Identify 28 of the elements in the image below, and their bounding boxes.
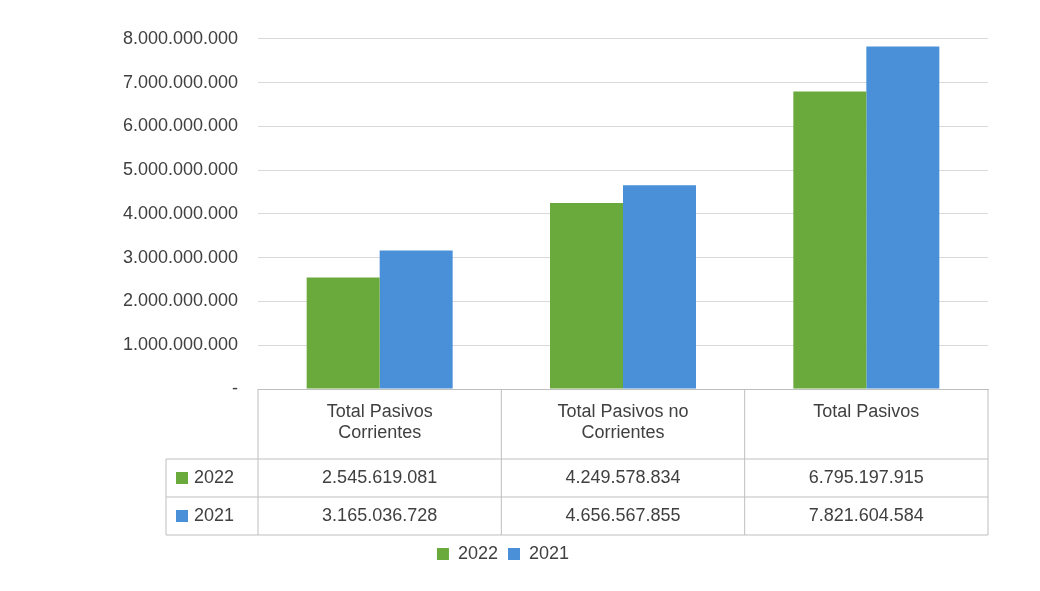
y-tick-label: 8.000.000.000	[122, 27, 238, 48]
y-tick-label: -	[232, 377, 238, 398]
text: 2022	[457, 542, 498, 563]
bar	[379, 250, 453, 389]
text: 2021	[194, 504, 235, 525]
y-tick-label: 6.000.000.000	[122, 115, 238, 136]
bar	[793, 91, 867, 389]
x-tick-label: Total Pasivos	[813, 400, 920, 421]
data-label: 4.249.578.834	[565, 466, 681, 487]
data-label: 4.656.567.855	[565, 504, 681, 525]
x-tick-label: Total Pasivos no Corrientes	[557, 400, 689, 443]
data-label: 3.165.036.728	[322, 504, 438, 525]
y-tick-label: 4.000.000.000	[122, 202, 238, 223]
legend-label: 2021	[529, 542, 570, 563]
bar	[866, 46, 940, 389]
bar	[623, 185, 696, 389]
data-label: 6.795.197.915	[808, 466, 924, 487]
y-tick-label: 2.000.000.000	[122, 290, 238, 311]
x-tick-label: Total Pasivos Corrientes	[326, 400, 433, 443]
bar	[306, 277, 380, 389]
y-tick-label: 5.000.000.000	[122, 159, 238, 180]
y-tick-label: 1.000.000.000	[122, 334, 238, 355]
y-tick-label: 7.000.000.000	[122, 71, 238, 92]
data-label: 7.821.604.584	[808, 504, 924, 525]
data-label: 2.545.619.081	[322, 466, 438, 487]
y-tick-label: 3.000.000.000	[122, 246, 238, 267]
legend-label: 2022	[194, 466, 235, 487]
bar	[550, 202, 623, 389]
